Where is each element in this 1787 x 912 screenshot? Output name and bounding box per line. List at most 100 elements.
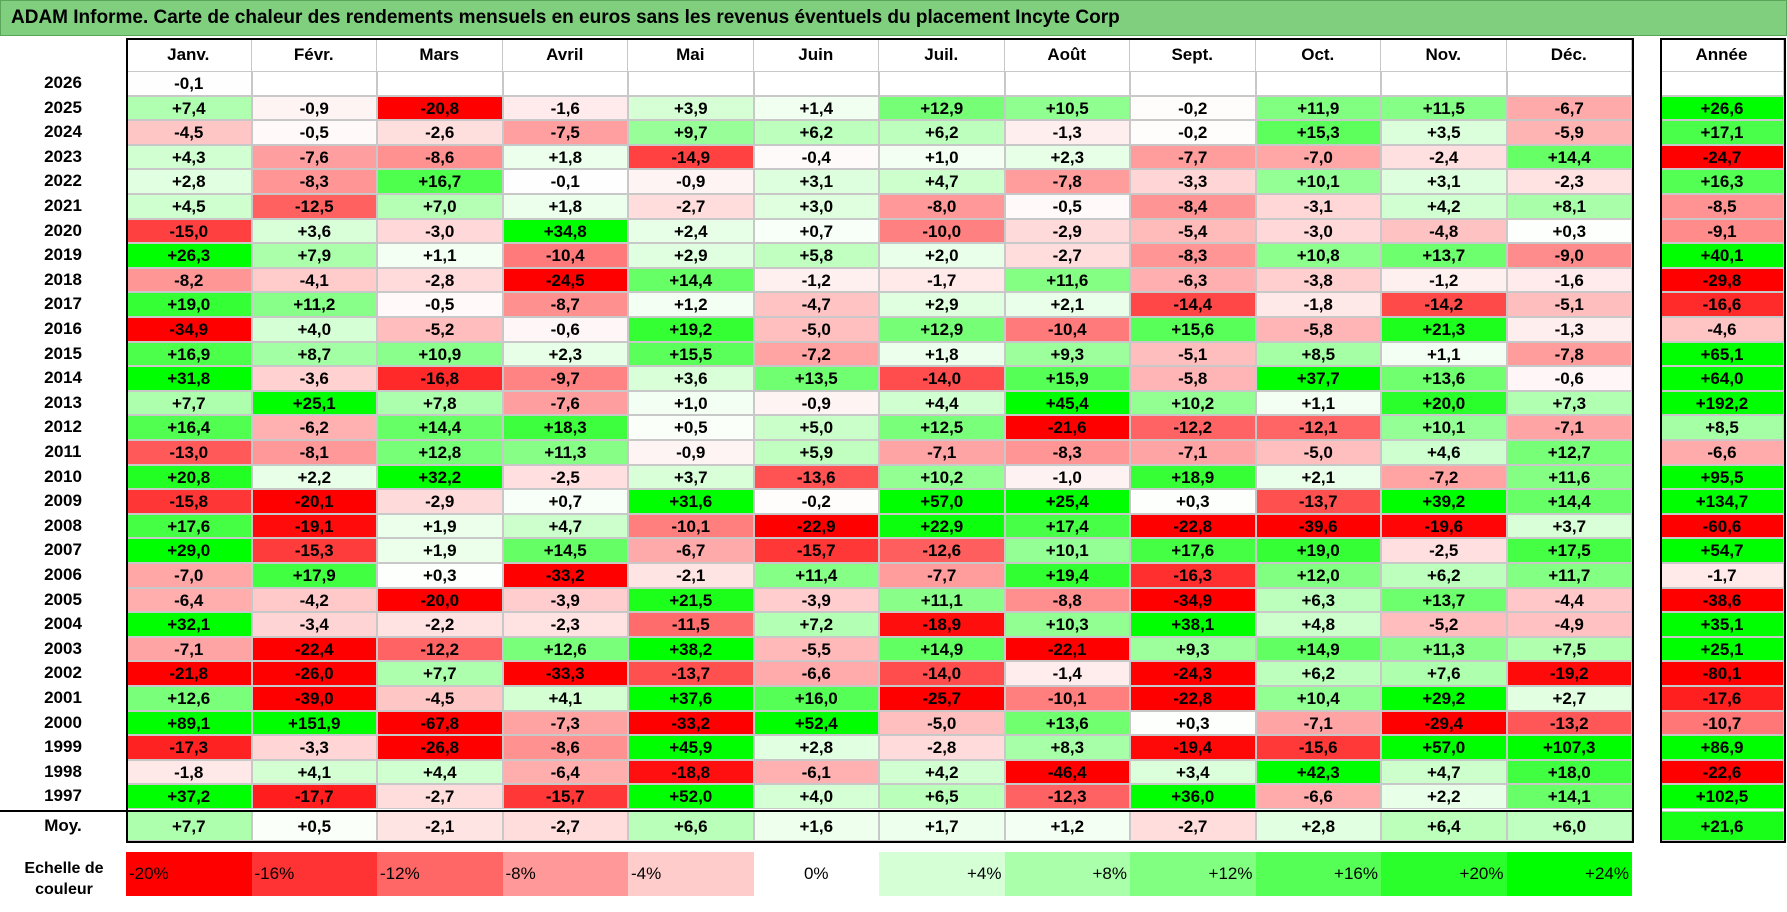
heat-cell: -13,7 — [1255, 489, 1381, 514]
heat-cell: +13,7 — [1381, 243, 1507, 268]
heat-cell: -7,2 — [1381, 464, 1507, 490]
heat-cell: +17,5 — [1506, 538, 1632, 563]
heat-cell: -17,7 — [251, 784, 377, 809]
heat-cell — [1506, 71, 1632, 96]
heat-cell: -15,7 — [753, 538, 879, 563]
heat-cell: +11,9 — [1255, 95, 1381, 121]
heat-cell: +11,6 — [1506, 464, 1632, 490]
heat-cell: -0,2 — [1130, 120, 1256, 145]
month-header: Juil. — [879, 38, 1005, 71]
heat-cell: -22,1 — [1004, 636, 1130, 662]
heat-cell: -33,2 — [502, 563, 628, 588]
heat-cell: +14,5 — [502, 538, 628, 563]
heat-cell: -5,1 — [1506, 292, 1632, 317]
heat-cell: -7,3 — [502, 710, 628, 736]
year-total-cell: +25,1 — [1660, 636, 1784, 662]
heat-cell: +18,9 — [1130, 464, 1256, 490]
heat-cell: +8,1 — [1506, 194, 1632, 219]
heat-cell: +7,7 — [126, 390, 252, 416]
heat-cell: +6,2 — [1255, 661, 1381, 686]
heat-cell: -29,4 — [1381, 710, 1507, 736]
heat-cell: -1,4 — [1004, 661, 1130, 686]
heat-cell: -2,3 — [1506, 169, 1632, 194]
year-total-cell: -8,5 — [1660, 194, 1784, 219]
heat-cell: -7,8 — [1004, 169, 1130, 194]
heat-cell: +2,4 — [628, 218, 754, 244]
heat-cell: +16,0 — [753, 686, 879, 711]
heat-cell: -4,5 — [126, 120, 252, 145]
heat-cell: +17,6 — [126, 513, 252, 539]
heat-cell: -7,1 — [1255, 710, 1381, 736]
heat-cell: +13,6 — [1004, 710, 1130, 736]
heat-cell: +17,6 — [1130, 538, 1256, 563]
heat-cell: +36,0 — [1130, 784, 1256, 809]
heat-cell: -19,1 — [251, 513, 377, 539]
average-cell: -2,1 — [377, 811, 503, 841]
heat-cell: +39,2 — [1381, 489, 1507, 514]
year-label: 2023 — [0, 144, 126, 170]
heat-cell: -1,6 — [1506, 267, 1632, 293]
heat-cell: -0,5 — [251, 120, 377, 145]
heat-cell: +1,0 — [628, 390, 754, 416]
heat-cell: -3,6 — [251, 366, 377, 391]
average-cell: +6,4 — [1381, 811, 1507, 841]
heat-cell: -0,2 — [753, 489, 879, 514]
heat-cell: -15,8 — [126, 489, 252, 514]
report-title: ADAM Informe. Carte de chaleur des rende… — [0, 0, 1787, 36]
heat-cell: +31,8 — [126, 366, 252, 391]
heat-cell: -1,2 — [1381, 267, 1507, 293]
heat-cell: +11,3 — [1381, 636, 1507, 662]
heat-cell: -19,6 — [1381, 513, 1507, 539]
heat-cell: -34,9 — [1130, 587, 1256, 613]
heat-cell: -5,0 — [879, 710, 1005, 736]
heat-cell: +3,9 — [628, 95, 754, 121]
heat-cell: -3,9 — [753, 587, 879, 613]
heat-cell: -24,3 — [1130, 661, 1256, 686]
heat-cell: -2,4 — [1381, 144, 1507, 170]
heat-cell: -21,8 — [126, 661, 252, 686]
year-label: 2012 — [0, 415, 126, 440]
heat-cell: -1,3 — [1004, 120, 1130, 145]
heat-cell: -0,9 — [628, 440, 754, 465]
year-total-cell: +95,5 — [1660, 464, 1784, 490]
heat-cell: +3,1 — [753, 169, 879, 194]
year-label: 2001 — [0, 686, 126, 711]
heat-cell: +29,2 — [1381, 686, 1507, 711]
heat-cell: +7,8 — [377, 390, 503, 416]
heat-cell: -5,8 — [1130, 366, 1256, 391]
heat-cell: +4,0 — [753, 784, 879, 809]
heat-cell: -4,4 — [1506, 587, 1632, 613]
year-label: 2009 — [0, 489, 126, 514]
heat-cell: +0,3 — [1130, 710, 1256, 736]
heat-cell: +4,7 — [1381, 759, 1507, 785]
heat-cell: +25,1 — [251, 390, 377, 416]
heat-cell: -7,5 — [502, 120, 628, 145]
heat-cell: -4,1 — [251, 267, 377, 293]
month-header: Janv. — [126, 38, 252, 71]
year-total-cell: +26,6 — [1660, 95, 1784, 121]
heat-cell: -17,3 — [126, 735, 252, 760]
legend-swatch: 0% — [753, 852, 879, 896]
heat-cell: -0,1 — [126, 71, 252, 96]
heat-cell: +19,0 — [1255, 538, 1381, 563]
heat-cell: +11,2 — [251, 292, 377, 317]
heat-cell: +3,4 — [1130, 759, 1256, 785]
heat-cell: -8,4 — [1130, 194, 1256, 219]
heat-cell: -3,4 — [251, 612, 377, 637]
heat-cell: +0,7 — [753, 218, 879, 244]
heat-cell: -5,8 — [1255, 317, 1381, 342]
year-total-cell: -17,6 — [1660, 686, 1784, 711]
heat-cell: +1,8 — [879, 341, 1005, 367]
heat-cell: -22,8 — [1130, 513, 1256, 539]
heat-cell: +2,9 — [628, 243, 754, 268]
heat-cell: -13,0 — [126, 440, 252, 465]
heat-cell — [251, 71, 377, 96]
heat-cell: +4,3 — [126, 144, 252, 170]
year-total-cell: -9,1 — [1660, 218, 1784, 244]
heat-cell: +14,9 — [879, 636, 1005, 662]
heat-cell: +10,2 — [1130, 390, 1256, 416]
heat-cell: +2,0 — [879, 243, 1005, 268]
average-cell: +0,5 — [251, 811, 377, 841]
heat-cell: -7,7 — [879, 563, 1005, 588]
heat-cell: +14,1 — [1506, 784, 1632, 809]
